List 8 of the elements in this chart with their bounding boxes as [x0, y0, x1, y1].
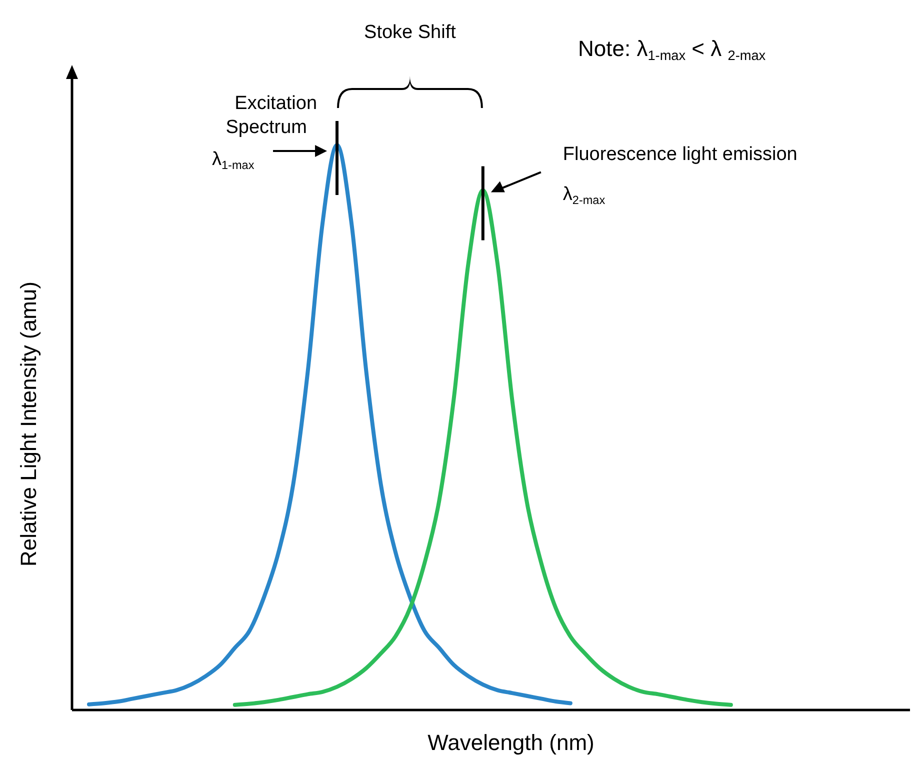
y-axis-title: Relative Light Intensity (amu) — [16, 282, 41, 566]
x-axis-title: Wavelength (nm) — [428, 730, 594, 755]
text: Stoke Shift — [364, 22, 457, 43]
annotation: λ$_{1-max}$ — [212, 149, 254, 172]
annotation: λ$_{2-max}$ — [562, 184, 606, 207]
text: Fluorescence light emission — [562, 144, 798, 166]
text: Note: λ$_{1-max}$ < λ $_{2-max}$ — [578, 36, 766, 64]
series-label: Excitation Spectrum — [226, 93, 318, 138]
